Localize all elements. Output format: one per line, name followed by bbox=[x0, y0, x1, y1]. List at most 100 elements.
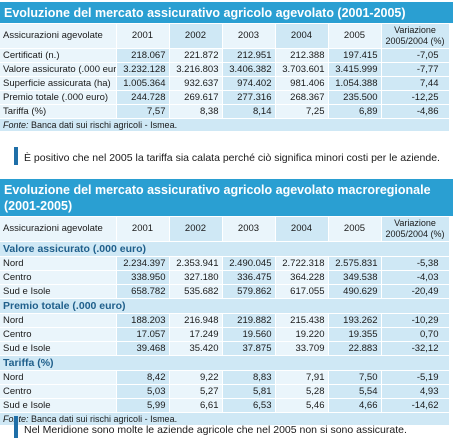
section-row: Premio totale (.000 euro) bbox=[0, 298, 450, 314]
variation-cell: 4,93 bbox=[381, 384, 450, 399]
note2-marker bbox=[14, 416, 18, 438]
variation-cell: -10,29 bbox=[381, 313, 450, 328]
note1-marker bbox=[14, 147, 18, 165]
column-header: 2002 bbox=[169, 24, 223, 49]
value-cell: 2.234.397 bbox=[116, 256, 170, 271]
row-label: Centro bbox=[0, 270, 117, 285]
table-row: Sud e Isole 5,99 6,61 6,53 5,46 4,66 -14,62 bbox=[0, 398, 450, 413]
value-cell: 277.316 bbox=[222, 90, 276, 105]
table-row: Nord 2.234.397 2.353.941 2.490.045 2.722.318… bbox=[0, 256, 450, 271]
value-cell: 8,38 bbox=[169, 104, 223, 119]
value-cell: 221.872 bbox=[169, 48, 223, 63]
value-cell: 579.862 bbox=[222, 284, 276, 299]
value-cell: 212.951 bbox=[222, 48, 276, 63]
column-header: 2002 bbox=[169, 217, 223, 242]
row-label: Nord bbox=[0, 370, 117, 385]
row-label: Sud e Isole bbox=[0, 341, 117, 356]
section-title: Tariffa (%) bbox=[0, 355, 450, 371]
row-label: Centro bbox=[0, 384, 117, 399]
value-cell: 5,03 bbox=[116, 384, 170, 399]
source-row: Fonte: Banca dati sui rischi agricoli - … bbox=[0, 412, 450, 426]
value-cell: 981.406 bbox=[275, 76, 329, 91]
row-label: Tariffa (%) bbox=[0, 104, 117, 119]
variation-cell: 0,70 bbox=[381, 327, 450, 342]
variation-cell: -12,25 bbox=[381, 90, 450, 105]
value-cell: 535.682 bbox=[169, 284, 223, 299]
column-header-label: Assicurazioni agevolate bbox=[0, 24, 117, 49]
header-row: Assicurazioni agevolate 2001 2002 2003 2004 2… bbox=[0, 24, 450, 49]
value-cell: 7,25 bbox=[275, 104, 329, 119]
table-row: Premio totale (.000 euro) 244.728 269.617 2… bbox=[0, 90, 450, 105]
value-cell: 212.388 bbox=[275, 48, 329, 63]
column-header: 2004 bbox=[275, 24, 329, 49]
value-cell: 4,66 bbox=[328, 398, 382, 413]
value-cell: 37.875 bbox=[222, 341, 276, 356]
section-title: Valore assicurato (.000 euro) bbox=[0, 241, 450, 257]
row-label: Premio totale (.000 euro) bbox=[0, 90, 117, 105]
variation-cell: -7,77 bbox=[381, 62, 450, 77]
value-cell: 235.500 bbox=[328, 90, 382, 105]
variation-cell: -4,03 bbox=[381, 270, 450, 285]
column-header: 2005 bbox=[328, 24, 382, 49]
value-cell: 974.402 bbox=[222, 76, 276, 91]
value-cell: 219.882 bbox=[222, 313, 276, 328]
value-cell: 1.005.364 bbox=[116, 76, 170, 91]
row-label: Superficie assicurata (ha) bbox=[0, 76, 117, 91]
header-row: Assicurazioni agevolate 2001 2002 2003 2004 2… bbox=[0, 217, 450, 242]
value-cell: 17.249 bbox=[169, 327, 223, 342]
value-cell: 2.575.831 bbox=[328, 256, 382, 271]
source-note: Fonte: Banca dati sui rischi agricoli - … bbox=[0, 118, 450, 132]
variation-cell: -5,38 bbox=[381, 256, 450, 271]
value-cell: 35.420 bbox=[169, 341, 223, 356]
column-header: 2003 bbox=[222, 217, 276, 242]
note1: È positivo che nel 2005 la tariffa sia c… bbox=[0, 147, 453, 172]
value-cell: 9,22 bbox=[169, 370, 223, 385]
value-cell: 19.220 bbox=[275, 327, 329, 342]
value-cell: 490.629 bbox=[328, 284, 382, 299]
value-cell: 5,46 bbox=[275, 398, 329, 413]
value-cell: 3.232.128 bbox=[116, 62, 170, 77]
value-cell: 349.538 bbox=[328, 270, 382, 285]
source-text: Banca dati sui rischi agricoli - Ismea. bbox=[28, 119, 178, 130]
value-cell: 19.355 bbox=[328, 327, 382, 342]
value-cell: 193.262 bbox=[328, 313, 382, 328]
value-cell: 1.054.388 bbox=[328, 76, 382, 91]
note2: Nel Meridione sono molte le aziende agri… bbox=[0, 416, 453, 442]
value-cell: 3.216.803 bbox=[169, 62, 223, 77]
value-cell: 8,14 bbox=[222, 104, 276, 119]
row-label: Valore assicurato (.000 euro) bbox=[0, 62, 117, 77]
table-row: Tariffa (%) 7,57 8,38 8,14 7,25 6,89 -4,86 bbox=[0, 104, 450, 119]
note2-text: Nel Meridione sono molte le aziende agri… bbox=[24, 424, 407, 436]
value-cell: 39.468 bbox=[116, 341, 170, 356]
value-cell: 5,28 bbox=[275, 384, 329, 399]
table-row: Certificati (n.) 218.067 221.872 212.951 212… bbox=[0, 48, 450, 63]
row-label: Sud e Isole bbox=[0, 284, 117, 299]
value-cell: 2.490.045 bbox=[222, 256, 276, 271]
value-cell: 2.722.318 bbox=[275, 256, 329, 271]
column-header: 2003 bbox=[222, 24, 276, 49]
source-row: Fonte: Banca dati sui rischi agricoli - … bbox=[0, 118, 450, 132]
variation-cell: -20,49 bbox=[381, 284, 450, 299]
value-cell: 244.728 bbox=[116, 90, 170, 105]
value-cell: 269.617 bbox=[169, 90, 223, 105]
table-row: Centro 338.950 327.180 336.475 364.228 349.53… bbox=[0, 270, 450, 285]
note1-text: È positivo che nel 2005 la tariffa sia c… bbox=[24, 152, 440, 164]
value-cell: 215.438 bbox=[275, 313, 329, 328]
variation-cell: 7,44 bbox=[381, 76, 450, 91]
value-cell: 5,54 bbox=[328, 384, 382, 399]
value-cell: 197.415 bbox=[328, 48, 382, 63]
table-row: Centro 17.057 17.249 19.560 19.220 19.355 0,70 bbox=[0, 327, 450, 342]
table2-title: Evoluzione del mercato assicurativo agri… bbox=[0, 179, 453, 216]
value-cell: 7,57 bbox=[116, 104, 170, 119]
row-label: Certificati (n.) bbox=[0, 48, 117, 63]
row-label: Nord bbox=[0, 313, 117, 328]
value-cell: 6,61 bbox=[169, 398, 223, 413]
source-text: Banca dati sui rischi agricoli - Ismea. bbox=[28, 413, 178, 424]
value-cell: 33.709 bbox=[275, 341, 329, 356]
value-cell: 338.950 bbox=[116, 270, 170, 285]
value-cell: 658.782 bbox=[116, 284, 170, 299]
source-prefix: Fonte: bbox=[3, 119, 29, 130]
section-row: Valore assicurato (.000 euro) bbox=[0, 241, 450, 257]
table1: Assicurazioni agevolate 2001 2002 2003 2004 2… bbox=[0, 24, 450, 132]
value-cell: 617.055 bbox=[275, 284, 329, 299]
